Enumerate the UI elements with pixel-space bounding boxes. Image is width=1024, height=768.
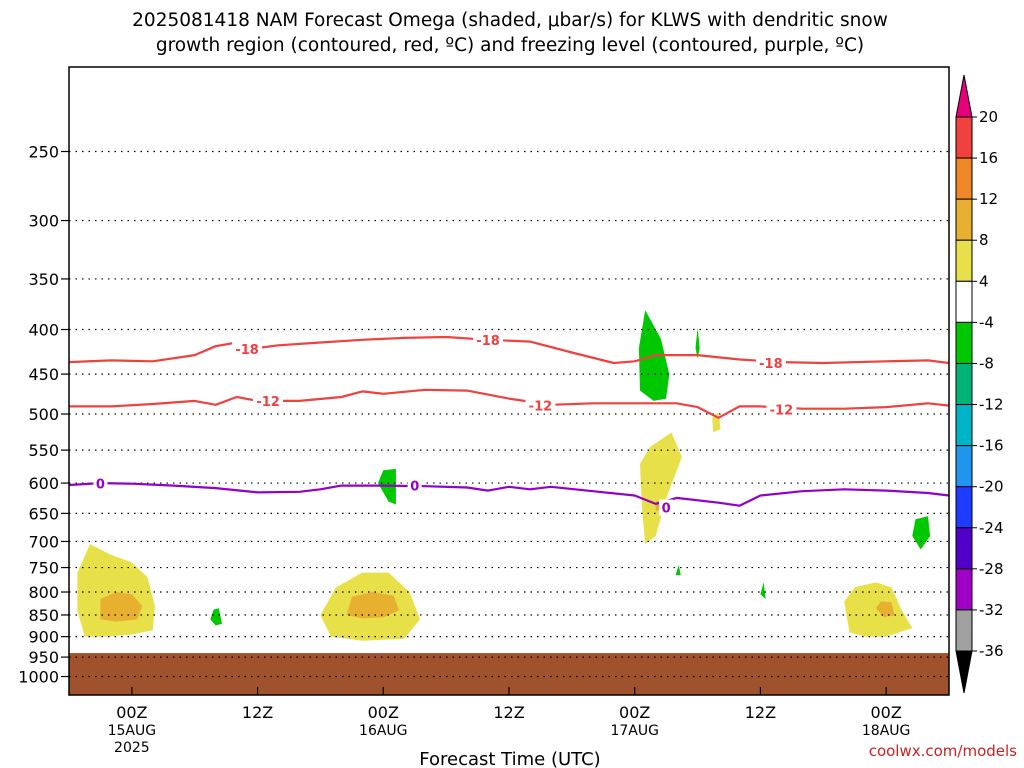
x-tick-date: 18AUG (862, 723, 911, 739)
omega-region (346, 592, 399, 619)
omega-region (695, 327, 700, 359)
colorbar-box (955, 157, 973, 200)
y-tick-label: 850 (28, 606, 59, 625)
omega-region (640, 432, 682, 545)
pressure-gridlines (69, 150, 949, 678)
colorbar-box (955, 321, 973, 364)
omega-shading (77, 310, 931, 641)
contour-label-bg (659, 499, 674, 516)
y-tick-label: 500 (28, 405, 59, 424)
x-tick-date: 15AUG (108, 723, 157, 739)
contour-label-bg (253, 392, 284, 409)
contour-label: -12 (770, 403, 794, 418)
colorbar-box (955, 445, 973, 488)
x-tick-year: 2025 (114, 740, 150, 756)
x-tick-date: 16AUG (359, 723, 408, 739)
contour-label: -12 (256, 395, 280, 410)
omega-region (77, 544, 155, 637)
contour-label: 0 (96, 478, 105, 493)
contour-label: 0 (410, 480, 419, 495)
colorbar-box (955, 527, 973, 570)
freezing-contour-line (68, 482, 950, 507)
omega-region (675, 565, 681, 576)
contour-label: -18 (759, 357, 783, 372)
colorbar-label: 4 (979, 272, 989, 290)
omega-region (875, 601, 895, 618)
colorbar-label: -28 (979, 560, 1004, 578)
contour-label-bg (93, 475, 108, 492)
colorbar-label: 8 (979, 231, 989, 249)
contour-label-bg (525, 397, 556, 414)
colorbar-box (955, 568, 973, 611)
colorbar-bottom-arrow (955, 650, 973, 694)
chart-title-line-1: 2025081418 NAM Forecast Omega (shaded, μ… (132, 10, 888, 31)
y-tick-label: 700 (28, 532, 59, 551)
plot-frame (68, 66, 950, 696)
y-tick-label: 1000 (18, 668, 59, 687)
colorbar-box (955, 198, 973, 241)
colorbar-label: -4 (979, 313, 994, 331)
x-tick-label: 00Z (619, 703, 650, 722)
contour-label-bg (232, 340, 263, 357)
temperature-contours: -18 -18 -18 -12 -12 -12 0 0 0 (68, 331, 950, 517)
colorbar-box (955, 280, 973, 323)
colorbar-box (955, 116, 973, 159)
contour-label: -18 (235, 343, 259, 358)
x-tick-label: 00Z (870, 703, 901, 722)
colorbar-box (955, 362, 973, 406)
y-axis-ticks: 250 300 350 400 450 500 550 600 650 700 750 800 850 9… (18, 143, 69, 687)
chart-title-line-2: growth region (contoured, red, ºC) and f… (156, 35, 864, 56)
y-tick-label: 450 (28, 365, 59, 384)
y-tick-label: 550 (28, 441, 59, 460)
y-tick-label: 750 (28, 559, 59, 578)
x-tick-label: 12Z (493, 703, 524, 722)
x-tick-date: 17AUG (610, 723, 659, 739)
colorbar-label: 16 (979, 149, 998, 167)
colorbar-label: -24 (979, 519, 1004, 537)
contour-label-bg (473, 331, 504, 348)
colorbar-label: -36 (979, 642, 1004, 660)
colorbar: 20 16 12 8 4 -4 -8 -12 -16 -20 -24 -28 -32 -36 (955, 74, 1004, 694)
x-tick-label: 00Z (116, 703, 147, 722)
contour-label-bg (766, 401, 797, 418)
colorbar-label: -16 (979, 437, 1004, 455)
y-tick-label: 350 (28, 270, 59, 289)
contour-label-bg (755, 355, 786, 372)
colorbar-label: 20 (979, 108, 998, 126)
colorbar-label: -8 (979, 354, 994, 372)
contour-label: -12 (529, 400, 553, 415)
contour-label: 0 (662, 502, 671, 517)
y-tick-label: 400 (28, 321, 59, 340)
colorbar-label: -32 (979, 601, 1004, 619)
colorbar-box (955, 239, 973, 282)
omega-region (760, 582, 766, 599)
colorbar-box (955, 404, 973, 447)
colorbar-label: -12 (979, 396, 1004, 414)
y-tick-label: 800 (28, 583, 59, 602)
colorbar-top-arrow (955, 74, 973, 118)
colorbar-label: 12 (979, 190, 998, 208)
omega-region (210, 608, 222, 626)
contour-label-bg (407, 477, 422, 494)
colorbar-box (955, 609, 973, 652)
y-tick-label: 600 (28, 474, 59, 493)
credit-text: coolwx.com/models (869, 742, 1017, 760)
x-tick-label: 00Z (368, 703, 399, 722)
y-tick-label: 950 (28, 648, 59, 667)
y-tick-label: 300 (28, 212, 59, 231)
omega-region (912, 516, 931, 550)
colorbar-label: -20 (979, 478, 1004, 496)
y-tick-label: 250 (28, 143, 59, 162)
x-tick-label: 12Z (745, 703, 776, 722)
x-axis-title: Forecast Time (UTC) (419, 749, 600, 768)
contour-label: -18 (476, 334, 500, 349)
colorbar-box (955, 486, 973, 529)
x-tick-label: 12Z (242, 703, 273, 722)
omega-region (100, 592, 143, 622)
dendritic-contour-line (68, 335, 950, 365)
y-tick-label: 650 (28, 504, 59, 523)
y-tick-label: 900 (28, 628, 59, 647)
